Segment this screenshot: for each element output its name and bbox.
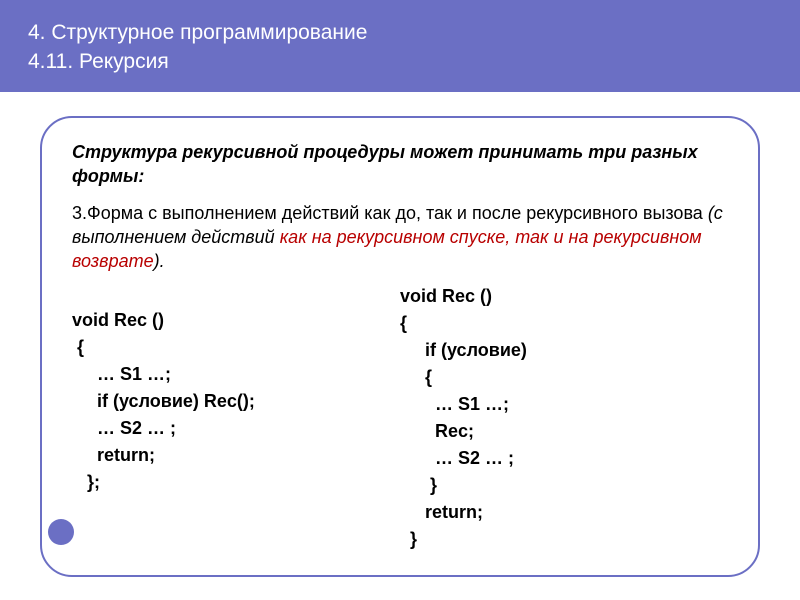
slide-header: 4. Структурное программирование 4.11. Ре… <box>0 0 800 92</box>
code-line: … S1 …; <box>72 361 400 388</box>
content-box: Структура рекурсивной процедуры может пр… <box>40 116 760 577</box>
code-block-left: void Rec () { … S1 …; if (условие) Rec()… <box>72 283 400 553</box>
code-line: … S2 … ; <box>400 445 728 472</box>
code-line: void Rec () <box>72 307 400 334</box>
code-block-right: void Rec () { if (условие) { … S1 …; Rec… <box>400 283 728 553</box>
bullet-circle-icon <box>48 519 74 545</box>
code-line: … S2 … ; <box>72 415 400 442</box>
code-line: return; <box>400 499 728 526</box>
code-line: { <box>400 364 728 391</box>
form-label: 3.Форма с выполнением действий как до, т… <box>72 203 708 223</box>
code-line: return; <box>72 442 400 469</box>
content-area: Структура рекурсивной процедуры может пр… <box>0 92 800 597</box>
form-description: 3.Форма с выполнением действий как до, т… <box>72 201 728 274</box>
code-line: { <box>400 310 728 337</box>
code-line: void Rec () <box>400 283 728 310</box>
code-line: } <box>400 472 728 499</box>
code-columns: void Rec () { … S1 …; if (условие) Rec()… <box>72 283 728 553</box>
code-line: if (условие) Rec(); <box>72 388 400 415</box>
code-line: }; <box>72 469 400 496</box>
header-title-line2: 4.11. Рекурсия <box>28 47 772 76</box>
header-title-line1: 4. Структурное программирование <box>28 18 772 47</box>
intro-text: Структура рекурсивной процедуры может пр… <box>72 140 728 189</box>
code-line: { <box>72 334 400 361</box>
form-close: ). <box>154 251 165 271</box>
code-line: Rec; <box>400 418 728 445</box>
code-line: … S1 …; <box>400 391 728 418</box>
code-line: } <box>400 526 728 553</box>
code-line: if (условие) <box>400 337 728 364</box>
